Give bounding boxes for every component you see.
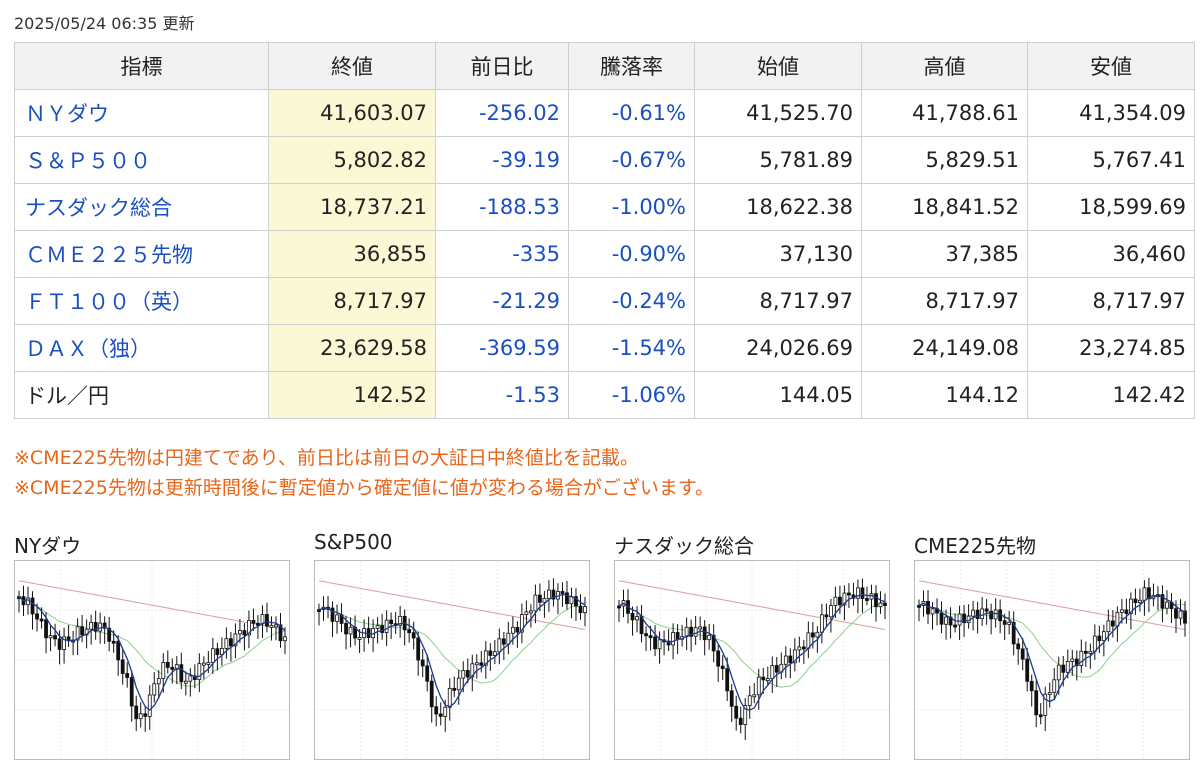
change-pct-cell: -0.24%: [568, 277, 695, 325]
index-link[interactable]: ＤＡＸ（独）: [14, 324, 269, 372]
close-cell: 41,603.07: [268, 89, 436, 137]
change-pct-cell: -0.61%: [568, 89, 695, 137]
header-open: 始値: [694, 42, 862, 90]
table-row: ＦＴ１００（英） 8,717.97 -21.29 -0.24% 8,717.97 8,71…: [14, 277, 1195, 325]
table-row: ドル／円 142.52 -1.53 -1.06% 144.05 144.12 142.42: [14, 371, 1195, 419]
table-header-row: 指標 終値 前日比 騰落率 始値 高値 安値: [14, 42, 1195, 90]
index-link[interactable]: ＮＹダウ: [14, 89, 269, 137]
low-cell: 8,717.97: [1027, 277, 1195, 325]
change-cell: -21.29: [435, 277, 569, 325]
close-cell: 142.52: [268, 371, 436, 419]
index-link[interactable]: Ｓ＆Ｐ５００: [14, 136, 269, 184]
change-cell: -1.53: [435, 371, 569, 419]
change-pct-cell: -1.06%: [568, 371, 695, 419]
low-cell: 18,599.69: [1027, 183, 1195, 231]
chart-cme225[interactable]: [914, 560, 1190, 760]
chart-title-nasdaq[interactable]: ナスダック総合: [614, 534, 754, 558]
high-cell: 5,829.51: [861, 136, 1028, 184]
chart-nydow[interactable]: [14, 560, 290, 760]
high-cell: 18,841.52: [861, 183, 1028, 231]
table-row: ＤＡＸ（独） 23,629.58 -369.59 -1.54% 24,026.69 24,…: [14, 324, 1195, 372]
change-cell: -39.19: [435, 136, 569, 184]
high-cell: 144.12: [861, 371, 1028, 419]
change-pct-cell: -0.90%: [568, 230, 695, 278]
high-cell: 37,385: [861, 230, 1028, 278]
low-cell: 5,767.41: [1027, 136, 1195, 184]
low-cell: 23,274.85: [1027, 324, 1195, 372]
chart-title-cme225[interactable]: CME225先物: [914, 534, 1037, 558]
change-cell: -369.59: [435, 324, 569, 372]
header-low: 安値: [1027, 42, 1195, 90]
high-cell: 24,149.08: [861, 324, 1028, 372]
close-cell: 18,737.21: [268, 183, 436, 231]
market-quotes-table: 指標 終値 前日比 騰落率 始値 高値 安値 ＮＹダウ 41,603.07 -256…: [14, 42, 1195, 419]
open-cell: 144.05: [694, 371, 862, 419]
low-cell: 36,460: [1027, 230, 1195, 278]
chart-nasdaq[interactable]: [614, 560, 890, 760]
header-high: 高値: [861, 42, 1028, 90]
chart-title-nydow[interactable]: NYダウ: [14, 534, 82, 558]
open-cell: 18,622.38: [694, 183, 862, 231]
table-row: ＣＭＥ２２５先物 36,855 -335 -0.90% 37,130 37,385 36,4…: [14, 230, 1195, 278]
change-cell: -188.53: [435, 183, 569, 231]
high-cell: 8,717.97: [861, 277, 1028, 325]
open-cell: 41,525.70: [694, 89, 862, 137]
header-change: 前日比: [435, 42, 569, 90]
header-change-pct: 騰落率: [568, 42, 695, 90]
chart-title-sp500[interactable]: S&P500: [314, 530, 393, 554]
high-cell: 41,788.61: [861, 89, 1028, 137]
low-cell: 142.42: [1027, 371, 1195, 419]
close-cell: 5,802.82: [268, 136, 436, 184]
open-cell: 24,026.69: [694, 324, 862, 372]
note-cme-yen: ※CME225先物は円建てであり、前日比は前日の大証日中終値比を記載。: [14, 447, 639, 469]
close-cell: 36,855: [268, 230, 436, 278]
table-row: Ｓ＆Ｐ５００ 5,802.82 -39.19 -0.67% 5,781.89 5,829.…: [14, 136, 1195, 184]
change-pct-cell: -0.67%: [568, 136, 695, 184]
index-link[interactable]: ＦＴ１００（英）: [14, 277, 269, 325]
note-cme-update: ※CME225先物は更新時間後に暫定値から確定値に値が変わる場合がございます。: [14, 477, 714, 499]
open-cell: 8,717.97: [694, 277, 862, 325]
open-cell: 5,781.89: [694, 136, 862, 184]
open-cell: 37,130: [694, 230, 862, 278]
change-pct-cell: -1.54%: [568, 324, 695, 372]
header-close: 終値: [268, 42, 436, 90]
chart-sp500[interactable]: [314, 560, 590, 760]
header-index: 指標: [14, 42, 269, 90]
index-link[interactable]: ナスダック総合: [14, 183, 269, 231]
change-cell: -256.02: [435, 89, 569, 137]
updated-timestamp: 2025/05/24 06:35 更新: [14, 14, 195, 33]
close-cell: 8,717.97: [268, 277, 436, 325]
index-name: ドル／円: [14, 371, 269, 419]
change-cell: -335: [435, 230, 569, 278]
change-pct-cell: -1.00%: [568, 183, 695, 231]
index-link[interactable]: ＣＭＥ２２５先物: [14, 230, 269, 278]
table-row: ナスダック総合 18,737.21 -188.53 -1.00% 18,622.38 18…: [14, 183, 1195, 231]
close-cell: 23,629.58: [268, 324, 436, 372]
table-row: ＮＹダウ 41,603.07 -256.02 -0.61% 41,525.70 41,78…: [14, 89, 1195, 137]
low-cell: 41,354.09: [1027, 89, 1195, 137]
